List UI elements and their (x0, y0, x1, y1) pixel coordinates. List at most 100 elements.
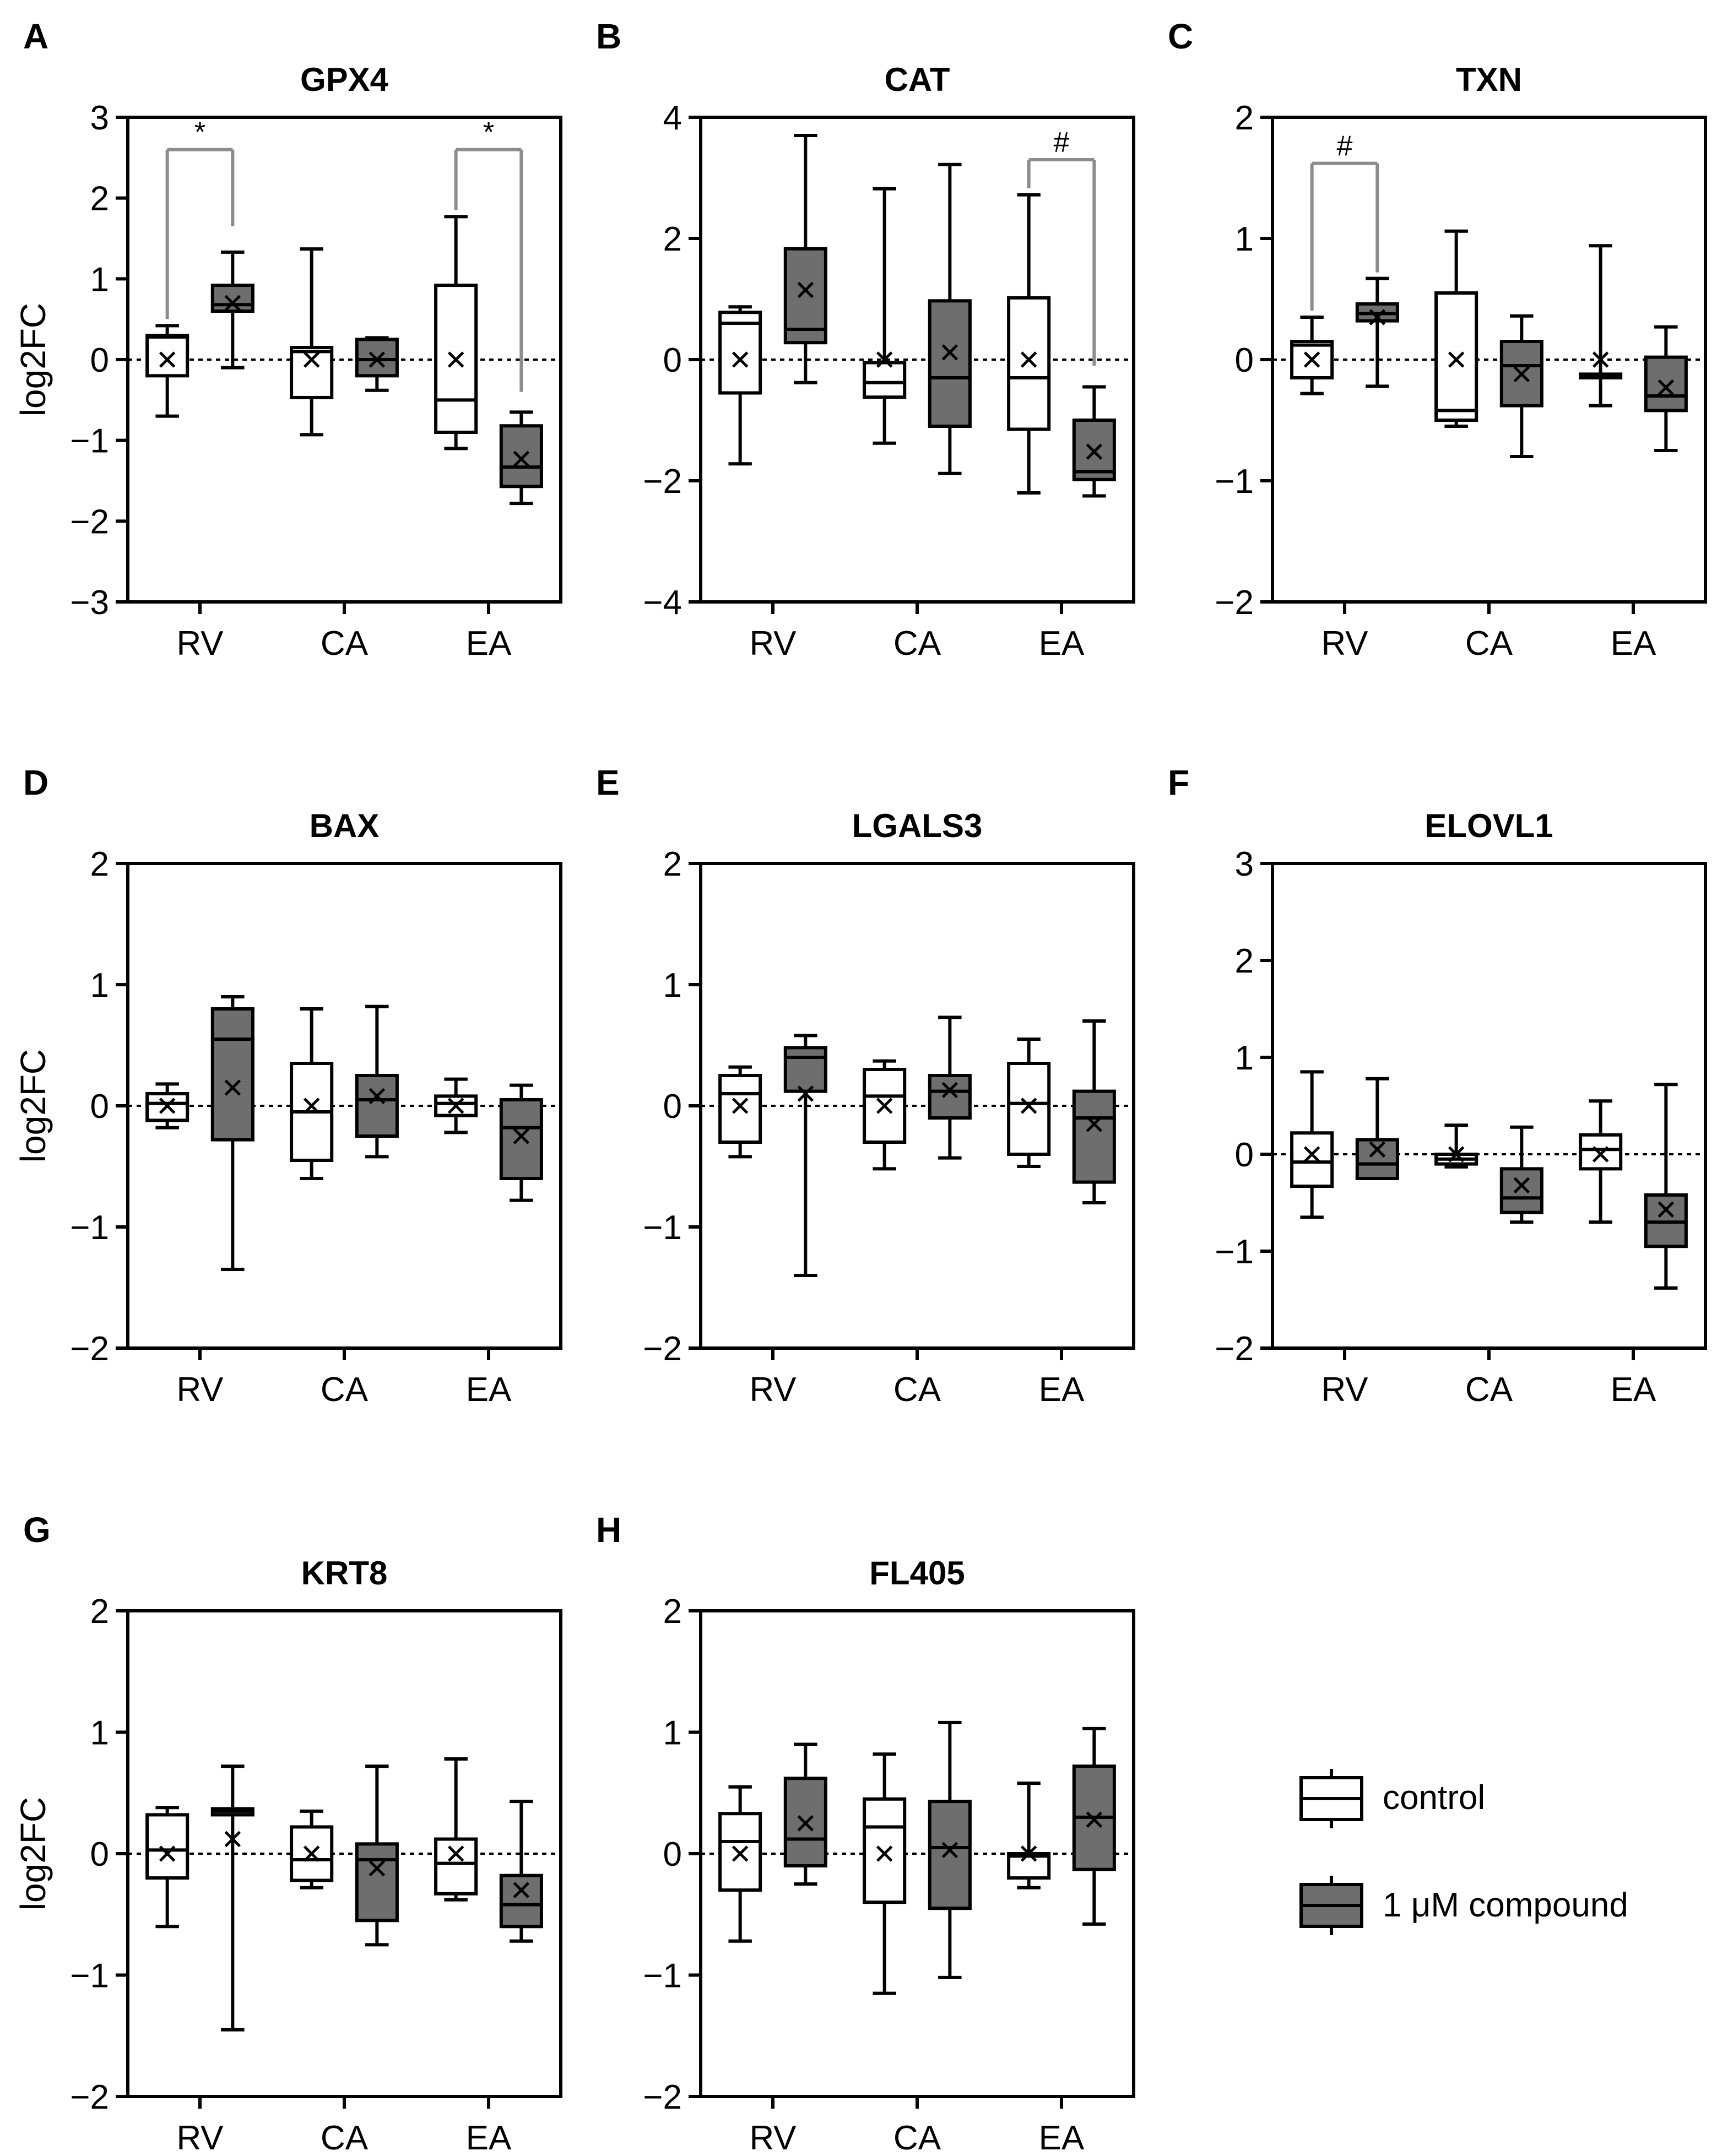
mean-marker (1448, 1146, 1465, 1163)
y-tick-label: 1 (90, 966, 109, 1004)
mean-marker (369, 351, 386, 368)
mean-marker (1658, 1201, 1675, 1218)
mean-marker (1303, 1146, 1320, 1163)
mean-marker (797, 1815, 814, 1832)
box-compound-ea (1072, 1019, 1116, 1204)
panel-a: A GPX4 log2FC −3 −2 −1 0 1 2 3 RV CA EA * * (13, 17, 562, 662)
mean-marker (797, 281, 814, 298)
x-tick-label: RV (1321, 624, 1368, 662)
chart-title: ELOVL1 (1424, 807, 1553, 844)
box-compound-ca (355, 1764, 399, 1947)
mean-marker (1592, 1146, 1609, 1163)
box-iqr (355, 1074, 399, 1138)
box-control-ca (290, 247, 334, 437)
box-control-ea (1579, 244, 1623, 408)
mean-marker (732, 1098, 749, 1114)
mean-marker (1448, 351, 1465, 368)
box-iqr (718, 311, 762, 395)
significance-bracket: * (454, 117, 523, 392)
y-axis-label: log2FC (13, 303, 53, 416)
x-tick-label: RV (176, 2119, 224, 2156)
y-tick-label: 2 (90, 845, 109, 883)
box-compound-rv (1355, 276, 1399, 388)
box-iqr (434, 1094, 478, 1117)
x-tick-label: RV (749, 624, 797, 662)
x-tick-label: CA (321, 624, 369, 662)
y-tick-label: 2 (1235, 942, 1254, 980)
box-iqr (783, 1046, 827, 1093)
box-control-ea (1579, 1099, 1623, 1224)
box-compound-ea (1644, 1083, 1688, 1290)
box-compound-ea (499, 1083, 543, 1202)
box-compound-ea (1072, 385, 1116, 498)
y-tick-label: −1 (70, 1209, 109, 1247)
box-iqr (355, 1842, 399, 1923)
y-tick-label: 0 (663, 341, 682, 379)
box-iqr (145, 334, 189, 378)
box-compound-ca (355, 1004, 399, 1159)
y-tick-label: 1 (1235, 220, 1254, 258)
y-axis-label: log2FC (13, 1797, 53, 1910)
y-tick-label: 0 (663, 1088, 682, 1126)
y-tick-label: −1 (643, 1209, 682, 1247)
mean-marker (1020, 1845, 1037, 1862)
chart-title: KRT8 (301, 1555, 388, 1592)
x-tick-label: EA (466, 2119, 512, 2156)
panel-d: D BAX log2FC −2 −1 0 1 2 RV CA EA (13, 763, 562, 1409)
mean-marker (732, 1845, 749, 1862)
box-control-rv (718, 1785, 762, 1943)
mean-marker (876, 1098, 893, 1114)
box-iqr (355, 338, 399, 378)
mean-marker (1513, 366, 1530, 383)
chart-title: LGALS3 (852, 807, 983, 844)
box-compound-rv (210, 995, 254, 1271)
box-control-ca (863, 187, 907, 445)
mean-marker (447, 1098, 464, 1114)
x-tick-label: RV (749, 1371, 797, 1409)
significance-bracket: * (165, 117, 235, 319)
x-tick-label: RV (1321, 1371, 1368, 1409)
box-compound-ca (928, 1720, 972, 1979)
y-tick-label: 0 (90, 341, 109, 379)
mean-marker (513, 1128, 530, 1144)
box-iqr (1355, 1138, 1399, 1181)
mean-marker (876, 351, 893, 368)
y-tick-label: −2 (1215, 584, 1254, 622)
y-tick-label: 0 (1235, 341, 1254, 379)
x-tick-label: EA (1611, 1371, 1656, 1409)
mean-marker (1369, 309, 1386, 325)
box-iqr (210, 284, 254, 313)
mean-marker (1086, 443, 1103, 460)
box-control-rv (718, 1065, 762, 1159)
mean-marker (1592, 351, 1609, 368)
y-tick-label: −1 (1215, 463, 1254, 501)
x-tick-label: CA (893, 2119, 941, 2156)
box-control-rv (718, 305, 762, 466)
box-compound-ea (1644, 325, 1688, 452)
box-compound-ca (1499, 314, 1543, 458)
mean-marker (941, 1842, 958, 1859)
box-control-rv (1290, 1070, 1334, 1219)
legend: control 1 μM compound (1299, 1769, 1628, 1935)
panel-letter: H (596, 1510, 621, 1550)
y-tick-label: −2 (1215, 1330, 1254, 1368)
significance-bracket: # (1310, 131, 1379, 311)
box-control-ea (434, 215, 478, 450)
x-tick-label: RV (176, 1371, 224, 1409)
box-iqr (210, 1007, 254, 1142)
y-tick-label: −2 (643, 1330, 682, 1368)
x-tick-label: EA (1611, 624, 1656, 662)
box-iqr (290, 346, 334, 399)
mean-marker (876, 1845, 893, 1862)
y-tick-label: 2 (663, 1593, 682, 1631)
significance-label: # (1054, 127, 1070, 159)
mean-marker (941, 344, 958, 361)
panel-letter: F (1168, 763, 1189, 802)
y-tick-label: −1 (1215, 1233, 1254, 1271)
box-compound-rv (210, 1764, 254, 2032)
mean-marker (369, 1860, 386, 1877)
y-axis-label: log2FC (13, 1049, 53, 1163)
panel-g: G KRT8 log2FC −2 −1 0 1 2 RV CA EA (13, 1510, 562, 2156)
mean-marker (1658, 379, 1675, 396)
x-tick-label: CA (321, 1371, 369, 1409)
